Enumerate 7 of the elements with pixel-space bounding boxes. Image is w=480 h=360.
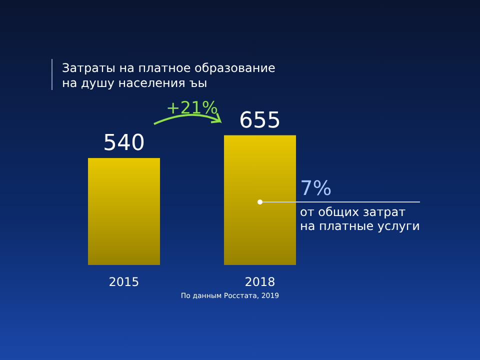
x-tick-label: 2018: [244, 275, 276, 289]
chart-title: Затраты на платное образование на душу населения ъы: [62, 61, 276, 90]
data-label: 655: [239, 108, 281, 134]
data-label: 540: [103, 131, 145, 156]
text: +21%: [166, 98, 218, 118]
x-tick-label: 2015: [108, 275, 140, 289]
annotation: 7% от общих затрат на платные услуги: [300, 176, 420, 233]
